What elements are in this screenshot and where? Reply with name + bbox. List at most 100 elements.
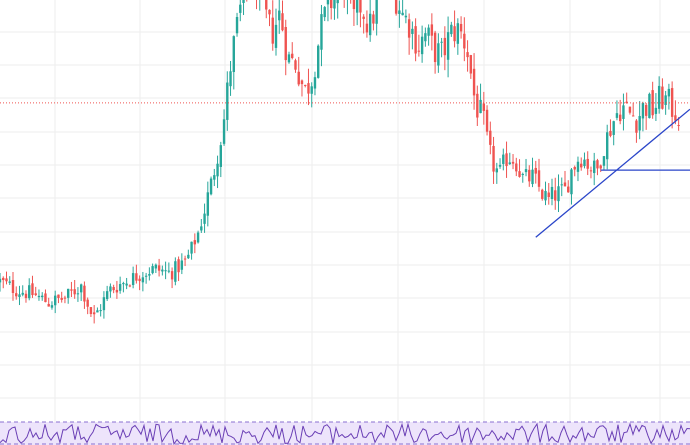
- candle-body: [482, 103, 486, 111]
- candle-body: [472, 68, 476, 96]
- candle-body: [443, 37, 447, 56]
- candle-body: [320, 14, 323, 50]
- candle-body: [287, 54, 291, 63]
- candle-body: [18, 294, 21, 297]
- candle-body: [213, 175, 216, 180]
- candle-body: [122, 283, 125, 285]
- candle-body: [96, 310, 99, 313]
- candle-body: [433, 32, 437, 63]
- candle-body: [375, 0, 378, 24]
- candle-body: [144, 275, 148, 277]
- candle-body: [596, 160, 599, 169]
- candle-body: [310, 86, 313, 94]
- candle-body: [352, 0, 356, 10]
- candle-body: [57, 294, 60, 298]
- candle-body: [469, 55, 473, 74]
- candle-body: [502, 154, 505, 164]
- candle-body: [437, 43, 440, 66]
- trendline-support[interactable]: [535, 108, 690, 238]
- candle-body: [112, 287, 115, 291]
- candle-body: [618, 114, 622, 122]
- candle-body: [177, 259, 180, 273]
- candle-body: [209, 178, 213, 195]
- candle-body: [333, 0, 336, 9]
- candle-body: [511, 161, 515, 164]
- candle-body: [651, 90, 654, 116]
- candle-body: [297, 71, 300, 85]
- candle-body: [362, 16, 365, 19]
- candle-body: [226, 82, 229, 120]
- candle-body: [307, 83, 310, 94]
- oscillator-band: [0, 422, 690, 445]
- candle-body: [456, 23, 460, 44]
- candle-body: [222, 119, 226, 144]
- candle-body: [50, 305, 54, 308]
- trendlines[interactable]: [535, 108, 690, 238]
- candle-body: [615, 113, 619, 118]
- candle-body: [193, 240, 197, 245]
- candle-body: [476, 93, 479, 118]
- candle-body: [278, 10, 281, 21]
- candle-body: [235, 17, 239, 34]
- candle-body: [463, 33, 466, 49]
- price-candles: [0, 0, 680, 324]
- candle-body: [148, 274, 151, 276]
- candle-body: [239, 4, 242, 13]
- candle-body: [92, 312, 96, 315]
- candle-body: [411, 28, 414, 34]
- candle-body: [200, 226, 203, 231]
- candle-body: [424, 33, 427, 42]
- candle-body: [157, 265, 161, 271]
- candle-body: [589, 170, 593, 172]
- candle-body: [79, 284, 83, 293]
- candle-body: [667, 88, 671, 97]
- candle-body: [170, 271, 174, 280]
- candle-body: [524, 169, 528, 173]
- candle-body: [593, 160, 596, 174]
- candle-body: [206, 192, 210, 216]
- candle-body: [105, 291, 109, 300]
- candle-body: [28, 285, 31, 299]
- candle-body: [644, 104, 648, 116]
- candle-body: [414, 26, 417, 54]
- candle-body: [167, 270, 171, 272]
- candle-body: [638, 116, 641, 131]
- candle-body: [492, 145, 495, 172]
- candle-body: [508, 162, 511, 165]
- candle-body: [274, 24, 278, 48]
- candle-body: [528, 169, 531, 182]
- candle-body: [2, 277, 5, 281]
- candle-body: [118, 284, 122, 291]
- candle-body: [323, 7, 326, 18]
- candle-body: [336, 0, 339, 4]
- candle-body: [128, 285, 132, 287]
- candle-body: [180, 260, 184, 270]
- candle-body: [372, 14, 375, 24]
- candle-body: [313, 77, 317, 89]
- candle-body: [606, 132, 609, 160]
- candle-body: [242, 0, 245, 3]
- candle-body: [330, 0, 333, 9]
- candle-body: [115, 289, 119, 293]
- candle-body: [265, 0, 268, 10]
- candle-body: [515, 163, 518, 172]
- candle-body: [567, 186, 570, 193]
- candle-body: [537, 170, 541, 187]
- candle-body: [359, 0, 362, 13]
- candle-body: [625, 101, 628, 104]
- candle-body: [521, 173, 524, 175]
- candle-body: [11, 280, 15, 294]
- candle-body: [641, 103, 645, 119]
- candle-body: [459, 23, 463, 32]
- candle-body: [427, 27, 430, 36]
- candle-body: [99, 310, 102, 312]
- candle-body: [489, 130, 492, 145]
- candle-body: [654, 107, 658, 114]
- candle-body: [44, 293, 47, 303]
- candle-body: [576, 161, 580, 172]
- candle-body: [31, 283, 34, 296]
- candle-body: [154, 264, 158, 269]
